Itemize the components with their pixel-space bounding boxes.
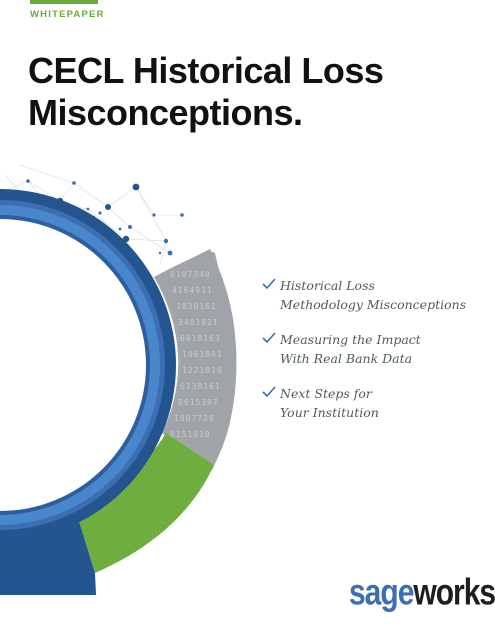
page-title: CECL Historical Loss Misconceptions. <box>28 50 468 134</box>
bullet-list: Historical Loss Methodology Misconceptio… <box>262 276 487 438</box>
svg-text:1221010: 1221010 <box>182 366 223 375</box>
svg-text:3481821: 3481821 <box>178 318 219 327</box>
accent-bar <box>30 0 98 4</box>
checkmark-icon <box>262 332 276 344</box>
logo-part-works: works <box>413 572 495 614</box>
bullet-item: Next Steps for Your Institution <box>262 384 487 422</box>
bullet-line-2: With Real Bank Data <box>280 351 413 366</box>
svg-text:4164911: 4164911 <box>172 286 213 295</box>
checkmark-icon <box>262 386 276 398</box>
inner-white-disc <box>0 219 146 511</box>
svg-text:6130161: 6130161 <box>180 382 221 391</box>
cover-illustration: 0107340 4164911 1830161 3481821 6018163 … <box>0 165 237 595</box>
svg-text:1061801: 1061801 <box>182 350 223 359</box>
title-line-2: Misconceptions. <box>28 92 303 133</box>
svg-text:1830161: 1830161 <box>176 302 217 311</box>
title-line-1: CECL Historical Loss <box>28 50 384 91</box>
document-type-label: WHITEPAPER <box>30 9 105 20</box>
svg-text:0151010: 0151010 <box>170 430 211 439</box>
svg-text:6018163: 6018163 <box>180 334 221 343</box>
bullet-item: Measuring the Impact With Real Bank Data <box>262 330 487 368</box>
svg-text:8615397: 8615397 <box>178 398 219 407</box>
digit-texture: 0107340 4164911 1830161 3481821 6018163 … <box>170 270 223 439</box>
checkmark-icon <box>262 278 276 290</box>
bullet-line-1: Measuring the Impact <box>280 332 421 347</box>
svg-text:0107340: 0107340 <box>170 270 211 279</box>
bullet-line-1: Historical Loss <box>280 278 375 293</box>
logo-part-sage: sage <box>349 572 414 614</box>
svg-text:1807728: 1807728 <box>174 414 215 423</box>
bullet-item: Historical Loss Methodology Misconceptio… <box>262 276 487 314</box>
sageworks-logo: sageworks™ <box>349 572 495 615</box>
bullet-line-2: Your Institution <box>280 405 379 420</box>
bullet-line-1: Next Steps for <box>280 386 372 401</box>
bullet-line-2: Methodology Misconceptions <box>280 297 467 312</box>
